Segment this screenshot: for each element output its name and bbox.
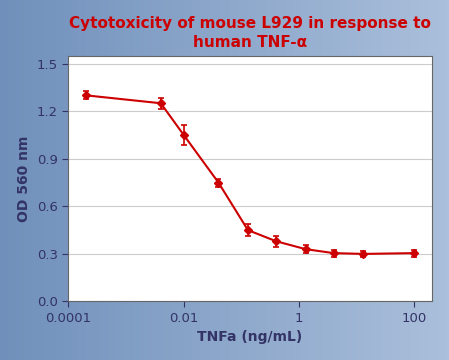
Title: Cytotoxicity of mouse L929 in response to
human TNF-α: Cytotoxicity of mouse L929 in response t… [69,15,431,50]
Y-axis label: OD 560 nm: OD 560 nm [18,135,31,222]
X-axis label: TNFa (ng/mL): TNFa (ng/mL) [198,330,303,345]
